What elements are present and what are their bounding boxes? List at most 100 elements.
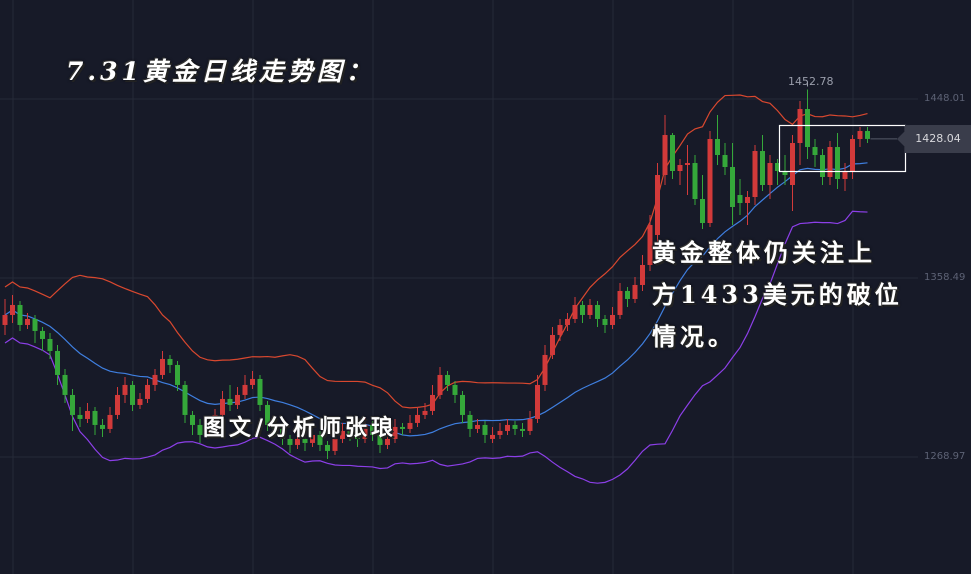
candle-down	[467, 414, 473, 429]
candle-up	[542, 354, 548, 385]
candle-up	[565, 318, 570, 325]
candle-up	[422, 410, 428, 415]
candle-down	[227, 398, 233, 405]
candle-up	[632, 284, 638, 299]
candle-up	[250, 378, 255, 385]
candle-down	[737, 195, 743, 203]
candle-up	[647, 224, 653, 265]
candle-up	[332, 438, 338, 451]
candle-down	[445, 374, 450, 385]
candle-down	[400, 426, 405, 429]
candle-up	[242, 384, 248, 395]
candle-up	[662, 135, 668, 176]
candle-down	[370, 424, 375, 435]
candle-down	[175, 364, 180, 385]
candle-up	[115, 394, 120, 415]
candle-down	[182, 384, 188, 415]
candle-down	[317, 434, 323, 445]
candle-down	[32, 318, 38, 331]
candle-down	[355, 434, 360, 439]
candle-down	[692, 163, 698, 199]
candle-down	[272, 424, 278, 429]
candle-down	[47, 338, 53, 351]
candle-down	[302, 438, 308, 443]
candle-up	[220, 398, 225, 415]
y-tick-label: 1268.97	[924, 451, 966, 462]
candle-up	[850, 139, 855, 172]
candle-down	[715, 139, 720, 156]
candle-up	[685, 163, 690, 166]
candle-up	[707, 139, 713, 223]
candle-up	[362, 424, 368, 439]
candle-up	[790, 143, 795, 186]
candle-down	[190, 414, 195, 425]
middle-band-line	[4, 162, 868, 437]
candle-down	[347, 430, 353, 435]
candle-up	[85, 410, 90, 419]
candle-up	[385, 438, 390, 445]
candle-up	[475, 424, 480, 429]
candle-up	[430, 394, 435, 411]
note-line: 情况。	[652, 322, 736, 351]
candle-down	[820, 155, 825, 178]
candle-down	[460, 394, 465, 415]
candle-down	[130, 384, 135, 405]
candle-down	[100, 424, 105, 429]
upper-band-line	[4, 94, 868, 409]
candle-up	[2, 314, 8, 325]
candle-up	[152, 374, 158, 385]
candle-up	[857, 131, 863, 140]
note-line: 方1433美元的破位	[652, 280, 903, 309]
candle-down	[730, 167, 735, 207]
candle-up	[212, 414, 218, 431]
lower-band-line	[4, 210, 868, 484]
candle-down	[452, 384, 458, 395]
candle-up	[572, 304, 578, 319]
candle-up	[745, 197, 750, 203]
analysis-note: 黄金整体仍关注上 方1433美元的破位 情况。	[652, 232, 903, 358]
candle-up	[617, 290, 623, 315]
candle-down	[377, 434, 383, 445]
candle-down	[835, 147, 840, 180]
candle-up	[415, 414, 420, 423]
candle-up	[392, 426, 398, 439]
candle-up	[527, 418, 533, 431]
candle-up	[137, 398, 143, 405]
candle-down	[782, 171, 788, 176]
candle-up	[497, 430, 503, 435]
candle-down	[70, 394, 75, 415]
candle-up	[505, 424, 510, 431]
candle-down	[257, 378, 263, 405]
candle-up	[235, 394, 240, 405]
candle-up	[535, 384, 540, 419]
max-price-label: 1452.78	[788, 75, 834, 88]
candle-down	[77, 414, 83, 419]
candle-up	[550, 334, 555, 355]
candle-down	[482, 424, 488, 435]
candle-up	[655, 175, 660, 235]
candle-down	[55, 350, 60, 375]
y-tick-label: 1358.49	[924, 272, 966, 283]
candle-down	[265, 404, 270, 425]
candle-down	[760, 151, 765, 186]
candle-up	[205, 430, 210, 435]
candle-up	[107, 414, 113, 429]
candle-up	[340, 430, 345, 439]
chart-title: 7.31黄金日线走势图：	[66, 57, 375, 86]
candle-up	[310, 434, 315, 443]
candle-up	[407, 422, 413, 429]
candle-down	[722, 155, 728, 168]
candle-down	[700, 199, 705, 223]
candle-down	[595, 304, 600, 319]
candle-up	[842, 171, 848, 180]
candle-up	[640, 264, 645, 285]
note-line: 黄金整体仍关注上	[652, 238, 876, 267]
candle-up	[587, 304, 593, 315]
candle-up	[160, 358, 165, 375]
candle-down	[62, 374, 68, 395]
candle-down	[17, 304, 23, 325]
author-caption: 图文/分析师张琅	[203, 415, 398, 441]
candle-up	[677, 165, 683, 172]
current-price-tag: 1428.04	[897, 125, 971, 153]
candle-down	[625, 290, 630, 299]
